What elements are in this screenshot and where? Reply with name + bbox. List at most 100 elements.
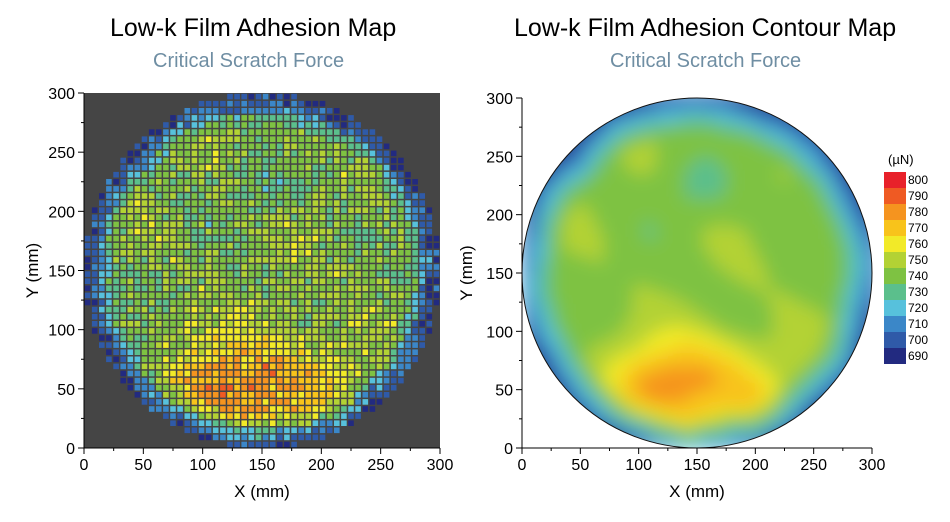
contour-region-cell	[662, 208, 669, 216]
contour-region-cell	[673, 150, 681, 158]
heatmap-cell	[390, 214, 397, 221]
contour-region-cell	[679, 273, 687, 280]
contour-region-cell	[568, 138, 576, 146]
contour-region-cell	[638, 331, 646, 339]
contour-region-cell	[568, 168, 576, 175]
contour-region-cell	[644, 401, 652, 409]
contour-region-cell	[662, 191, 669, 199]
heatmap-cell	[148, 342, 155, 348]
contour-region-cell	[726, 150, 733, 158]
contour-region-cell	[714, 150, 722, 158]
heatmap-cell	[177, 115, 183, 121]
contour-region-cell	[732, 168, 739, 175]
contour-region-cell	[662, 413, 669, 420]
contour-region-cell	[732, 424, 739, 432]
contour-region-cell	[697, 103, 704, 111]
contour-region-cell	[574, 407, 582, 414]
heatmap-cell	[298, 427, 304, 434]
contour-region-cell	[685, 243, 693, 251]
heatmap-cell	[234, 257, 240, 263]
contour-region-cell	[644, 413, 652, 420]
contour-region-cell	[691, 372, 698, 379]
heatmap-cell	[398, 356, 404, 363]
heatmap-cell	[141, 356, 148, 363]
contour-region-cell	[685, 214, 693, 222]
contour-region-cell	[615, 337, 623, 344]
contour-region-cell	[551, 214, 558, 222]
heatmap-cell	[262, 193, 269, 199]
contour-region-cell	[697, 436, 704, 444]
heatmap-cell	[291, 228, 297, 235]
contour-region-cell	[580, 348, 588, 356]
heatmap-cell	[191, 342, 198, 348]
contour-region-cell	[650, 214, 658, 222]
heatmap-cell	[419, 278, 425, 284]
contour-region-cell	[597, 220, 605, 228]
contour-region-cell	[743, 98, 751, 105]
contour-region-cell	[574, 348, 582, 356]
contour-region-cell	[522, 337, 529, 344]
contour-region-cell	[615, 138, 623, 146]
contour-region-cell	[732, 232, 739, 239]
contour-region-cell	[755, 173, 763, 181]
contour-region-cell	[562, 319, 570, 327]
contour-region-cell	[679, 185, 687, 193]
contour-region-cell	[667, 197, 675, 204]
heatmap-cell	[269, 100, 276, 107]
contour-region-cell	[603, 185, 611, 193]
contour-region-cell	[632, 354, 640, 362]
contour-region-cell	[743, 220, 751, 228]
heatmap-cell	[405, 200, 411, 206]
contour-region-cell	[522, 203, 529, 210]
contour-region-cell	[685, 109, 693, 117]
heatmap-cell	[312, 257, 319, 263]
heatmap-cell	[198, 349, 205, 355]
heatmap-cell	[198, 186, 205, 192]
heatmap-cell	[319, 406, 326, 412]
heatmap-cell	[156, 221, 162, 228]
contour-region-cell	[743, 273, 751, 280]
contour-region-cell	[522, 150, 529, 158]
heatmap-cell	[341, 115, 347, 121]
contour-region-cell	[522, 372, 529, 379]
heatmap-cell	[212, 427, 219, 434]
contour-region-cell	[743, 290, 751, 298]
contour-region-cell	[667, 267, 675, 274]
contour-region-cell	[714, 98, 722, 99]
contour-region-cell	[685, 290, 693, 298]
heatmap-cell	[262, 93, 269, 100]
contour-region-cell	[638, 413, 646, 420]
heatmap-cell	[362, 171, 369, 178]
contour-region-cell	[615, 150, 623, 158]
heatmap-cell	[148, 129, 155, 135]
contour-region-cell	[708, 232, 716, 239]
contour-region-cell	[650, 319, 658, 327]
contour-region-cell	[644, 226, 652, 234]
contour-region-cell	[697, 115, 704, 123]
contour-region-cell	[673, 395, 681, 403]
contour-region-cell	[778, 127, 786, 134]
contour-region-cell	[574, 354, 582, 362]
contour-region-cell	[685, 156, 693, 164]
heatmap-cell	[141, 292, 148, 299]
contour-region-cell	[743, 413, 751, 420]
heatmap-cell	[184, 413, 191, 419]
heatmap-cell	[205, 321, 212, 327]
heatmap-cell	[298, 257, 304, 263]
heatmap-cell	[369, 228, 376, 235]
contour-region-cell	[708, 436, 716, 444]
heatmap-cell	[255, 349, 262, 355]
contour-region-cell	[732, 144, 739, 152]
contour-region-cell	[679, 220, 687, 228]
heatmap-cell	[141, 299, 148, 306]
contour-region-cell	[597, 313, 605, 321]
heatmap-cell	[198, 150, 205, 157]
contour-region-cell	[702, 442, 710, 448]
contour-region-cell	[522, 156, 529, 164]
contour-region-cell	[650, 168, 658, 175]
contour-region-cell	[702, 290, 710, 298]
contour-region-cell	[726, 389, 733, 397]
contour-region-cell	[702, 319, 710, 327]
heatmap-cell	[419, 214, 425, 221]
contour-region-cell	[662, 203, 669, 210]
